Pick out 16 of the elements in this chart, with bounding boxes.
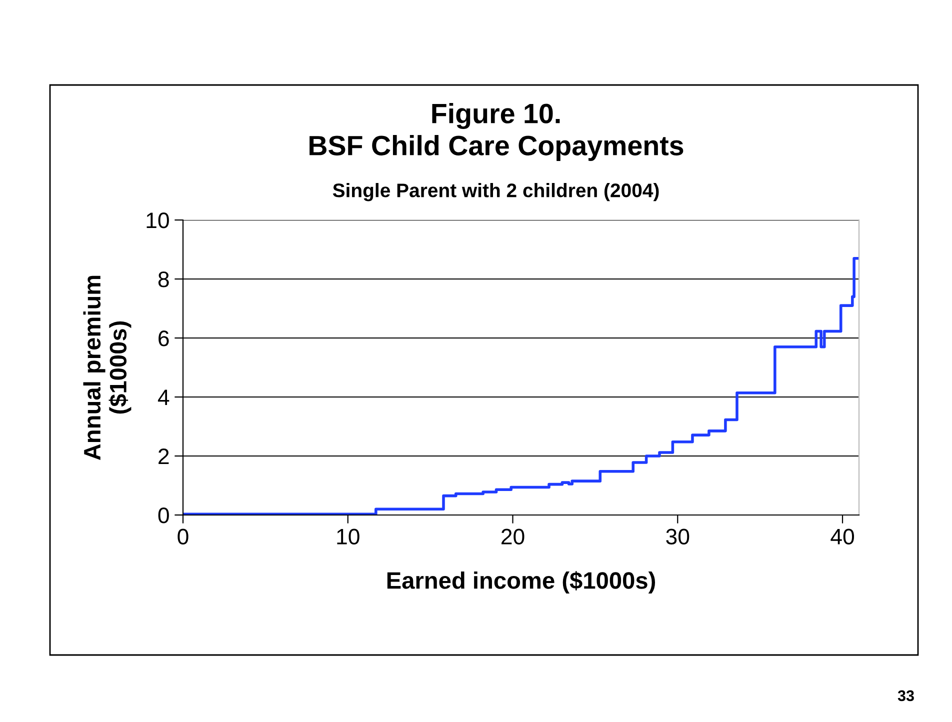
y-tick-label: 0 bbox=[158, 508, 169, 524]
y-tick-label: 2 bbox=[158, 448, 169, 464]
x-tick-label: 10 bbox=[337, 528, 360, 545]
chart-title: Figure 10. BSF Child Care Copayments bbox=[310, 103, 684, 161]
text: 33 bbox=[898, 690, 914, 702]
chart-subtitle: Single Parent with 2 children (2004) bbox=[332, 183, 659, 202]
x-tick-label: 30 bbox=[666, 528, 690, 545]
x-tick-label: 20 bbox=[502, 528, 524, 545]
x-tick-label: 40 bbox=[830, 528, 854, 545]
y-tick-label: 8 bbox=[158, 272, 169, 288]
y-tick-label: 4 bbox=[158, 390, 170, 406]
x-axis-title: Earned income ($1000s) bbox=[387, 571, 656, 594]
y-tick-label: 6 bbox=[158, 330, 169, 346]
x-tick-label: 0 bbox=[178, 528, 188, 545]
y-tick-label: 10 bbox=[146, 212, 169, 228]
y-axis-title: Annual premium ($1000s) bbox=[83, 276, 132, 460]
